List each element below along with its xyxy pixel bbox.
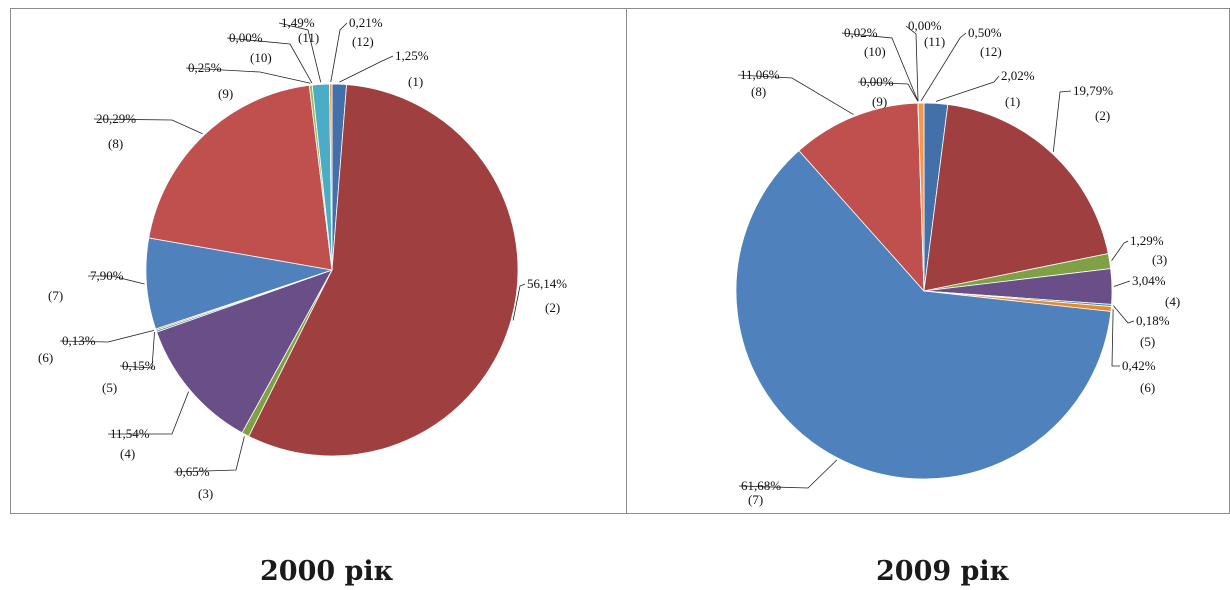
pie-percent-label-5: 0,18% — [1136, 313, 1170, 328]
leader-line-6 — [1111, 309, 1120, 367]
pie-percent-label-1: 2,02% — [1001, 68, 1035, 83]
pie-slice-2 — [923, 104, 1109, 292]
pie-percent-label-7: 7,90% — [90, 268, 124, 283]
pie-category-label-6: (6) — [1140, 380, 1155, 395]
pie-category-label-11: (11) — [298, 30, 319, 45]
leader-line-11 — [278, 22, 322, 83]
pie-percent-label-9: 0,25% — [188, 60, 222, 75]
pie-slice-7 — [735, 150, 1112, 480]
leader-line-9 — [185, 67, 311, 84]
pie-category-label-4: (4) — [120, 446, 135, 461]
pie-percent-label-11: 0,00% — [908, 18, 942, 33]
leader-line-5 — [119, 331, 155, 369]
leader-line-8 — [93, 118, 203, 135]
pie-category-label-1: (1) — [408, 74, 423, 89]
leader-line-12 — [330, 22, 348, 83]
pie-percent-label-8: 11,06% — [740, 67, 780, 82]
leader-line-7 — [738, 459, 838, 489]
pie-category-label-9: (9) — [218, 86, 233, 101]
leader-line-1 — [339, 55, 394, 83]
pie-percent-label-9: 0,00% — [860, 74, 894, 89]
pie-percent-label-11: 1,49% — [281, 15, 315, 30]
leader-line-8 — [737, 74, 854, 115]
leader-line-5 — [1113, 305, 1135, 324]
pie-2000: 1,25% (1) 56,14% (2) 0,65% (3) 11,54% (4) 0,15% (… — [38, 15, 567, 501]
pie-percent-label-10: 0,00% — [229, 30, 263, 45]
pie-percent-label-6: 0,13% — [62, 333, 96, 348]
pie-slice-8 — [148, 84, 333, 271]
pie-category-label-8: (8) — [751, 84, 766, 99]
pie-category-label-2: (2) — [1095, 108, 1110, 123]
leader-line-10 — [841, 32, 919, 102]
pie-percent-label-3: 1,29% — [1130, 233, 1164, 248]
pie-category-label-12: (12) — [980, 44, 1002, 59]
leader-line-4 — [1113, 280, 1131, 287]
pie-slice-4 — [156, 269, 333, 434]
pie-2009: 2,02% (1) 19,79% (2) 1,29% (3) 3,04% (4) 0,18% (5… — [735, 18, 1180, 507]
pie-slice-8 — [798, 102, 925, 293]
pie-percent-label-4: 11,54% — [110, 426, 150, 441]
pie-category-label-11: (11) — [924, 34, 945, 49]
pie-percent-label-10: 0,02% — [844, 25, 878, 40]
pie-slice-12 — [329, 83, 333, 271]
pie-category-label-5: (5) — [1140, 334, 1155, 349]
leader-line-3 — [173, 436, 245, 473]
pie-percent-label-3: 0,65% — [176, 464, 210, 479]
leader-line-1 — [935, 75, 1000, 102]
pie-percent-label-2: 56,14% — [527, 276, 567, 291]
leader-line-7 — [88, 275, 145, 285]
pie-category-label-9: (9) — [872, 94, 887, 109]
pie-category-label-4: (4) — [1165, 294, 1180, 309]
pie-category-label-7: (7) — [748, 492, 763, 507]
pie-category-label-10: (10) — [864, 44, 886, 59]
pie-percent-label-8: 20,29% — [96, 111, 136, 126]
pie-percent-label-4: 3,04% — [1132, 273, 1166, 288]
pie-slice-2 — [248, 84, 519, 457]
pie-category-label-5: (5) — [102, 380, 117, 395]
leader-line-12 — [920, 32, 967, 102]
chart-title-2009: 2009 рік — [876, 556, 1010, 587]
leader-line-10 — [226, 37, 313, 84]
chart-title-2000: 2000 рік — [260, 556, 394, 587]
pie-slice-12 — [917, 102, 925, 292]
leader-line-2 — [512, 283, 526, 321]
pie-category-label-12: (12) — [352, 34, 374, 49]
pie-percent-label-12: 0,50% — [968, 25, 1002, 40]
pie-percent-label-6: 0,42% — [1122, 358, 1156, 373]
leader-line-3 — [1111, 240, 1129, 261]
pie-category-label-1: (1) — [1005, 94, 1020, 109]
leader-line-2 — [1052, 90, 1072, 152]
leader-line-6 — [59, 330, 155, 343]
pie-percent-label-1: 1,25% — [395, 48, 429, 63]
pie-category-label-3: (3) — [1152, 252, 1167, 267]
leader-line-9 — [857, 81, 919, 102]
pie-slice-7 — [145, 237, 333, 330]
pie-category-label-7: (7) — [48, 288, 63, 303]
pie-category-label-8: (8) — [108, 136, 123, 151]
pie-category-label-10: (10) — [250, 50, 272, 65]
pie-percent-label-2: 19,79% — [1073, 83, 1113, 98]
leader-line-4 — [108, 391, 189, 435]
leader-line-11 — [905, 25, 919, 102]
pie-category-label-6: (6) — [38, 350, 53, 365]
pie-percent-label-5: 0,15% — [122, 358, 156, 373]
pie-category-label-2: (2) — [545, 300, 560, 315]
pie-percent-label-7: 61,68% — [741, 478, 781, 493]
pie-category-label-3: (3) — [198, 486, 213, 501]
pie-percent-label-12: 0,21% — [349, 15, 383, 30]
